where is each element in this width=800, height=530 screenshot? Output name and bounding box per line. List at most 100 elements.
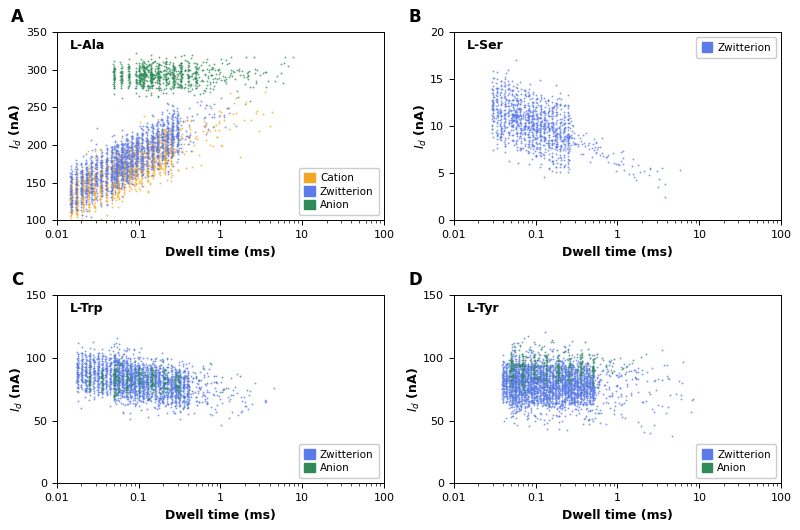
- Point: [258, 398, 271, 407]
- Point: [146, 81, 159, 90]
- Point: [512, 390, 525, 399]
- Point: [159, 153, 172, 162]
- Point: [134, 74, 147, 82]
- Point: [518, 111, 531, 119]
- Point: [502, 392, 515, 400]
- Point: [542, 109, 554, 117]
- Point: [94, 173, 107, 181]
- Point: [239, 100, 252, 108]
- Point: [565, 388, 578, 397]
- Point: [165, 140, 178, 148]
- Point: [114, 390, 126, 399]
- Point: [84, 180, 97, 189]
- Point: [150, 152, 163, 161]
- Point: [591, 374, 604, 383]
- Point: [580, 385, 593, 393]
- Point: [100, 163, 113, 171]
- Point: [167, 145, 180, 153]
- Point: [515, 371, 528, 379]
- Point: [113, 152, 126, 161]
- Point: [121, 393, 134, 401]
- Point: [497, 375, 510, 384]
- Point: [110, 156, 122, 164]
- Point: [586, 380, 598, 388]
- Point: [108, 175, 121, 183]
- Point: [159, 133, 172, 142]
- Point: [526, 370, 539, 378]
- Point: [174, 77, 187, 85]
- Point: [530, 130, 542, 139]
- Point: [498, 102, 511, 110]
- Point: [86, 169, 98, 178]
- Point: [190, 59, 203, 68]
- Point: [190, 68, 202, 76]
- Point: [123, 158, 136, 167]
- Point: [75, 369, 88, 377]
- Point: [124, 397, 137, 405]
- Point: [118, 158, 131, 166]
- Point: [126, 157, 138, 166]
- Point: [574, 377, 587, 385]
- Point: [524, 375, 537, 384]
- Point: [83, 384, 96, 393]
- Point: [510, 125, 522, 134]
- Point: [88, 188, 101, 197]
- Point: [113, 378, 126, 387]
- Point: [638, 166, 651, 175]
- Point: [78, 378, 91, 387]
- Point: [587, 384, 600, 392]
- Point: [94, 158, 107, 167]
- Point: [548, 136, 561, 144]
- Point: [560, 365, 573, 374]
- Point: [554, 142, 566, 151]
- Point: [171, 71, 184, 80]
- Point: [162, 376, 175, 384]
- Point: [92, 351, 105, 360]
- Point: [179, 127, 192, 135]
- Point: [120, 155, 133, 163]
- Point: [70, 177, 83, 186]
- Point: [145, 122, 158, 131]
- Point: [106, 181, 118, 190]
- Point: [159, 132, 172, 141]
- Point: [104, 379, 117, 388]
- Point: [141, 375, 154, 384]
- Point: [135, 137, 148, 146]
- Point: [90, 180, 102, 188]
- Point: [123, 379, 136, 388]
- Point: [96, 366, 109, 374]
- Point: [517, 362, 530, 370]
- Point: [94, 168, 107, 176]
- Point: [80, 196, 93, 204]
- Point: [108, 369, 121, 377]
- Point: [549, 127, 562, 135]
- Point: [83, 363, 96, 371]
- Point: [534, 160, 547, 168]
- Point: [543, 384, 556, 393]
- Point: [521, 384, 534, 393]
- Point: [90, 172, 103, 180]
- Point: [127, 171, 140, 180]
- Point: [95, 171, 108, 179]
- Point: [130, 146, 142, 155]
- Point: [560, 387, 573, 396]
- Point: [536, 363, 549, 371]
- Point: [552, 378, 565, 387]
- Point: [84, 161, 97, 170]
- Point: [574, 394, 586, 403]
- Point: [64, 171, 77, 180]
- Point: [146, 129, 159, 138]
- Point: [166, 392, 178, 400]
- Point: [120, 377, 133, 385]
- Point: [136, 159, 149, 167]
- Point: [533, 375, 546, 383]
- Point: [182, 70, 194, 79]
- Point: [562, 139, 574, 147]
- Point: [498, 78, 510, 87]
- Point: [125, 366, 138, 374]
- Point: [192, 379, 205, 388]
- Point: [141, 362, 154, 370]
- Point: [606, 149, 619, 157]
- Point: [89, 160, 102, 169]
- Point: [124, 372, 137, 380]
